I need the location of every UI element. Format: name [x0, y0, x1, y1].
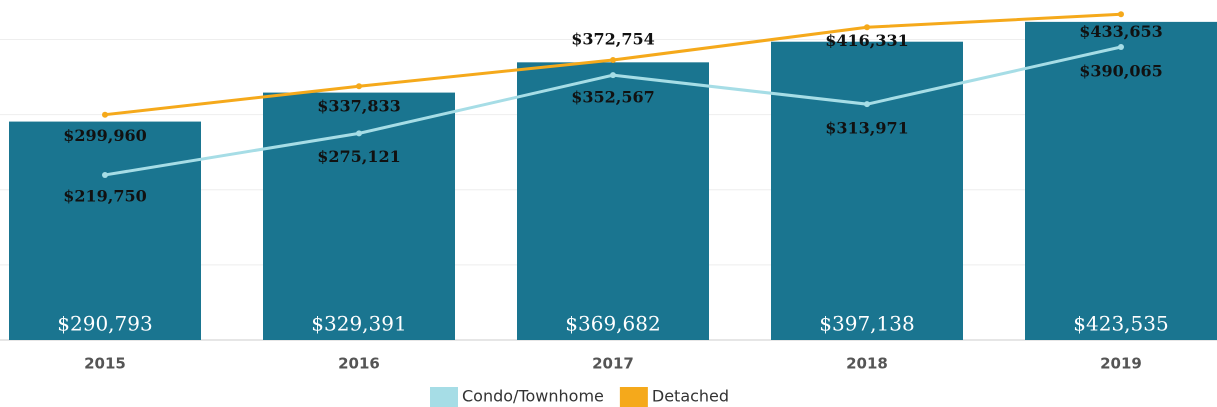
- point: [102, 111, 108, 118]
- data-label: $313,971: [825, 119, 909, 138]
- x-tick-label: 2019: [1100, 355, 1142, 373]
- point: [356, 130, 362, 137]
- x-tick-label: 2016: [338, 355, 380, 373]
- data-label: $337,833: [317, 97, 401, 116]
- x-tick-label: 2018: [846, 355, 888, 373]
- point: [864, 24, 870, 31]
- bar: [517, 62, 709, 340]
- legend-label: Condo/Townhome: [462, 387, 604, 406]
- legend-swatch: [619, 387, 648, 407]
- bar-label: $369,682: [565, 312, 660, 336]
- data-label: $299,960: [63, 126, 147, 145]
- data-label: $352,567: [571, 88, 655, 107]
- data-label: $275,121: [317, 147, 401, 166]
- legend-swatch: [430, 387, 458, 407]
- point: [1118, 11, 1124, 18]
- point: [1118, 44, 1124, 51]
- data-label: $372,754: [571, 30, 655, 49]
- x-tick-label: 2017: [592, 355, 634, 373]
- point: [610, 72, 616, 79]
- data-label: $433,653: [1079, 22, 1163, 41]
- data-label: $219,750: [63, 186, 147, 205]
- bar-label: $290,793: [57, 312, 152, 336]
- bar: [9, 121, 201, 340]
- bar-label: $397,138: [819, 312, 914, 336]
- point: [102, 171, 108, 178]
- x-tick-label: 2015: [84, 355, 126, 373]
- point: [610, 57, 616, 64]
- bar-label: $423,535: [1073, 312, 1168, 336]
- bar-label: $329,391: [311, 312, 406, 336]
- legend-label: Detached: [652, 387, 729, 406]
- point: [864, 101, 870, 108]
- bar: [1025, 21, 1217, 341]
- data-label: $416,331: [825, 31, 909, 50]
- data-label: $390,065: [1079, 62, 1163, 81]
- bar: [263, 92, 455, 340]
- bar: [771, 41, 963, 341]
- point: [356, 83, 362, 90]
